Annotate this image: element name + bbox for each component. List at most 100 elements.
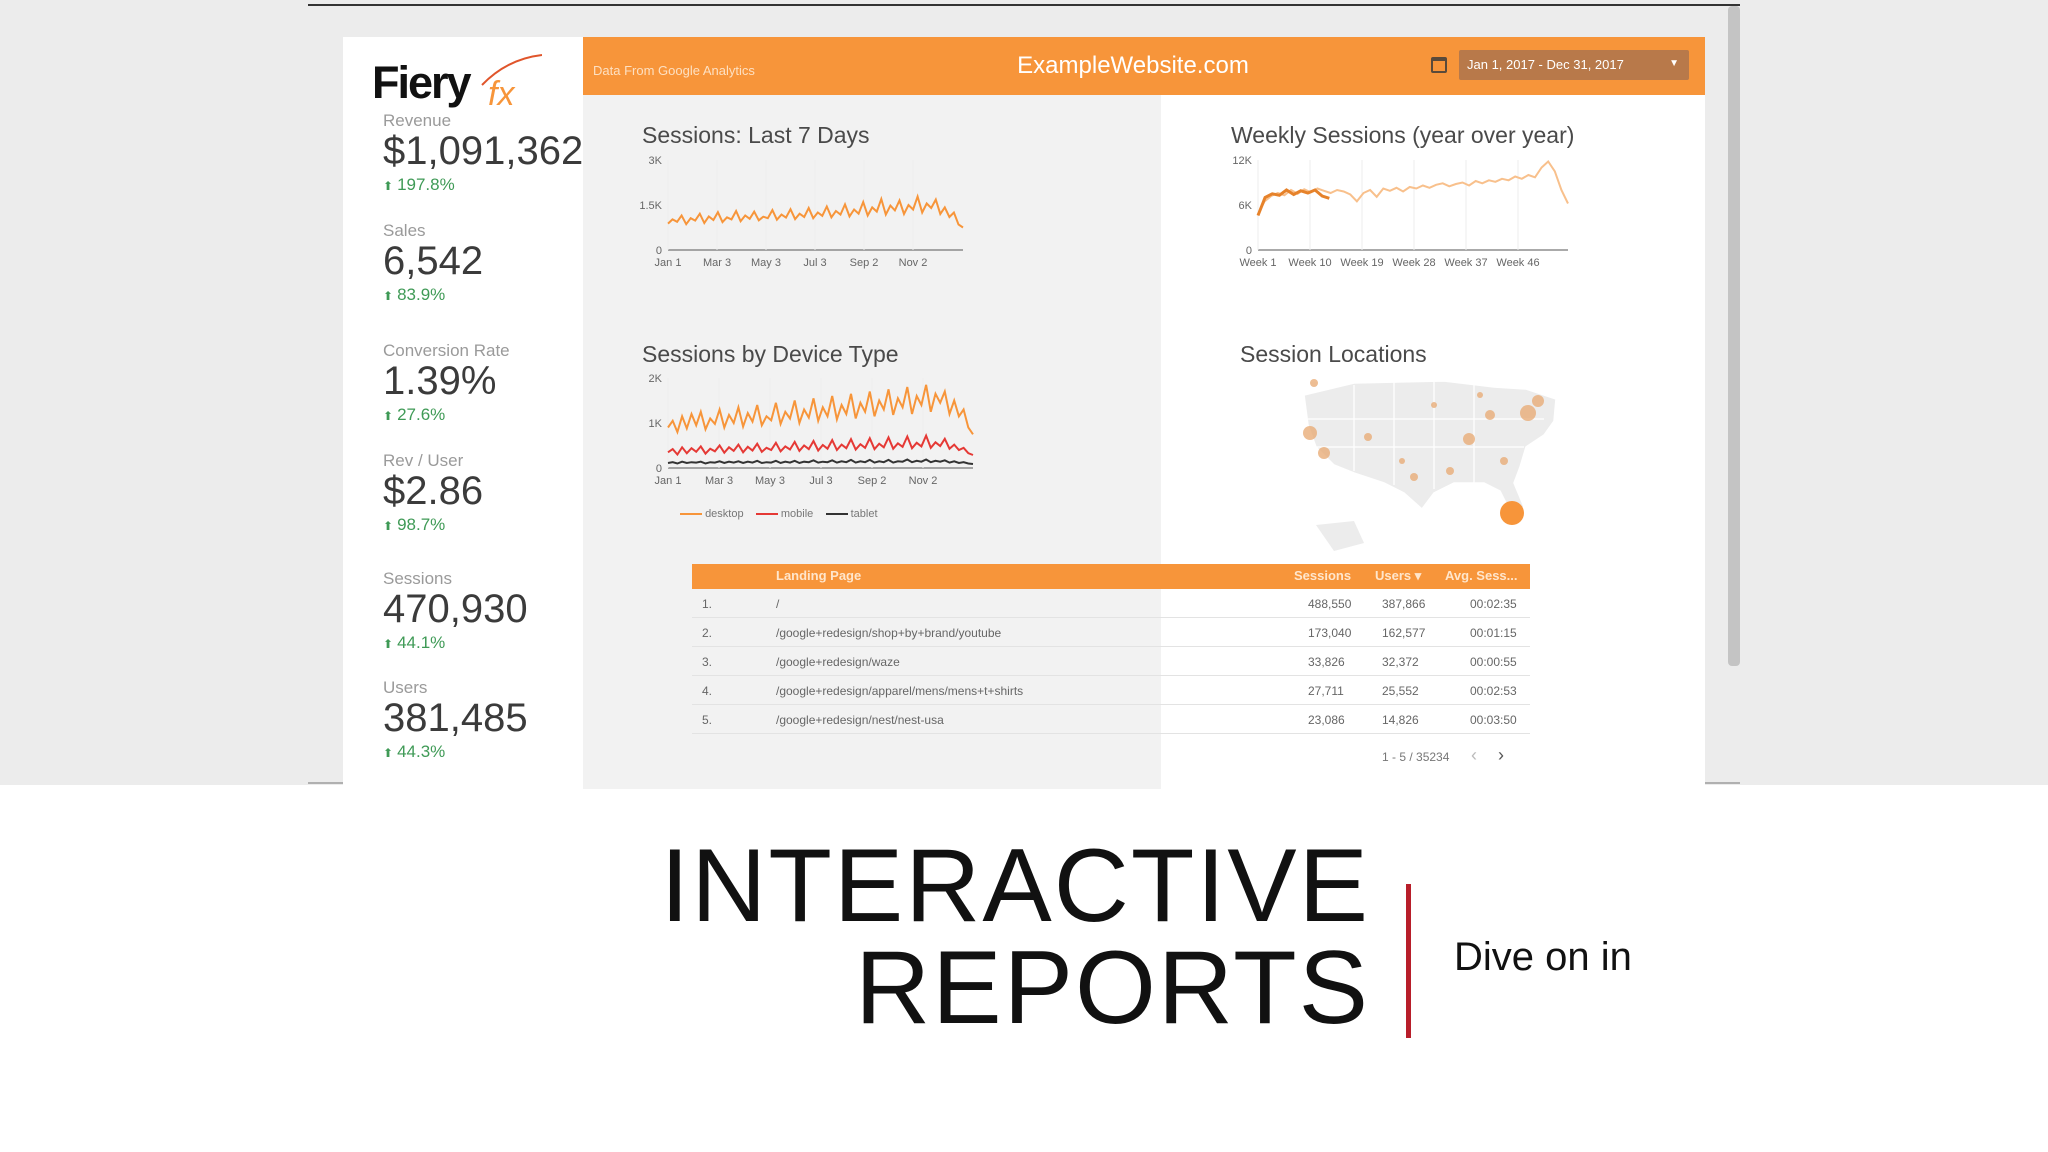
row-sessions: 488,550 [1308,597,1352,611]
chart-title-sessions-7-days: Sessions: Last 7 Days [642,122,870,148]
row-users: 387,866 [1382,597,1426,611]
x-tick-label: Mar 3 [703,257,731,269]
y-tick-label: 1.5K [639,200,662,212]
location-marker-large[interactable] [1500,501,1524,525]
legend-item-mobile[interactable]: mobile [755,508,813,520]
kpi-conversion-rate[interactable]: Conversion Rate 1.39% ⬆ 27.6% [383,342,583,427]
column-header-sessions[interactable]: Sessions [1294,568,1352,583]
up-arrow-icon: ⬆ [383,289,394,303]
table-row[interactable]: 1. / 488,550 387,866 00:02:35 [692,589,1530,618]
up-arrow-icon: ⬆ [383,519,394,533]
table-row[interactable]: 3. /google+redesign/waze 33,826 32,372 0… [692,647,1530,676]
legend-item-tablet[interactable]: tablet [825,508,878,520]
kpi-label: Revenue [383,111,452,130]
x-tick-label: Jan 1 [655,257,682,269]
row-users: 14,826 [1382,713,1419,727]
table-row[interactable]: 5. /google+redesign/nest/nest-usa 23,086… [692,705,1530,734]
series-line-series-1[interactable] [1256,188,1330,217]
row-page: / [776,597,780,611]
y-tick-label: 0 [1246,245,1252,257]
series-line-series-0[interactable] [667,193,964,229]
date-range-value: Jan 1, 2017 - Dec 31, 2017 [1467,57,1624,72]
row-users: 32,372 [1382,655,1419,669]
dashboard-header: Data From Google Analytics ExampleWebsit… [583,37,1705,95]
column-header-landing-page[interactable]: Landing Page [776,568,862,583]
kpi-change: ⬆ 98.7% [383,515,446,534]
series-line-mobile[interactable] [667,432,974,457]
row-sessions: 27,711 [1308,684,1344,698]
column-header-avg-session[interactable]: Avg. Sess... [1445,568,1518,583]
kpi-sales[interactable]: Sales 6,542 ⬆ 83.9% [383,222,583,307]
kpi-value: $1,091,362 [383,129,584,173]
sort-arrow-icon: ▾ [1414,568,1422,583]
slide-subtitle: Dive on in [1454,935,1632,979]
row-avg-duration: 00:02:35 [1470,597,1517,611]
window-top-edge [308,4,1740,6]
session-locations-map[interactable] [1294,375,1624,575]
row-avg-duration: 00:01:15 [1470,626,1517,640]
column-header-users[interactable]: Users ▾ [1375,568,1422,583]
row-users: 162,577 [1382,626,1426,640]
kpi-revenue[interactable]: Revenue $1,091,362 ⬆ 197.8% [383,112,583,197]
scrollbar[interactable] [1728,6,1740,666]
kpi-sessions[interactable]: Sessions 470,930 ⬆ 44.1% [383,570,583,655]
up-arrow-icon: ⬆ [383,179,394,193]
x-tick-label: Nov 2 [909,475,938,487]
fieryfx-logo: Fiery fx [372,47,542,117]
chevron-left-icon[interactable]: ‹ [1471,745,1477,765]
series-line-desktop[interactable] [667,384,974,435]
analytics-dashboard: Fiery fx Revenue $1,091,362 ⬆ 197.8% Sale… [343,37,1705,789]
x-tick-label: May 3 [751,257,781,269]
up-arrow-icon: ⬆ [383,746,394,760]
x-tick-label: Sep 2 [850,257,879,269]
calendar-icon[interactable] [1431,57,1447,73]
legend-item-desktop[interactable]: desktop [680,508,744,520]
chevron-right-icon[interactable]: › [1498,745,1504,765]
date-range-picker[interactable]: Jan 1, 2017 - Dec 31, 2017 ▼ [1459,50,1689,80]
y-tick-label: 1K [649,418,663,430]
kpi-rev-per-user[interactable]: Rev / User $2.86 ⬆ 98.7% [383,452,583,537]
logo-swoosh-icon: fx [481,54,542,113]
x-tick-label: Week 10 [1288,257,1331,269]
kpi-change: ⬆ 27.6% [383,405,446,424]
kpi-value: 6,542 [383,239,484,283]
chart-title-device-type: Sessions by Device Type [642,341,899,367]
series-line-series-0[interactable] [1257,159,1569,215]
row-avg-duration: 00:02:53 [1470,684,1517,698]
kpi-value: 470,930 [383,587,528,631]
y-tick-label: 0 [656,463,662,475]
slide-title-line2: REPORTS [855,930,1370,1046]
state-borders [1308,381,1544,489]
row-avg-duration: 00:00:55 [1470,655,1517,669]
row-sessions: 33,826 [1308,655,1345,669]
row-avg-duration: 00:03:50 [1470,713,1517,727]
map-title: Session Locations [1240,341,1427,367]
chart-title-weekly-sessions: Weekly Sessions (year over year) [1231,122,1575,148]
kpi-label: Conversion Rate [383,341,510,360]
row-index: 3. [702,655,713,669]
chart-legend: desktop mobile tablet [680,508,878,520]
table-row[interactable]: 2. /google+redesign/shop+by+brand/youtub… [692,618,1530,647]
series-line-tablet[interactable] [667,458,974,465]
row-index: 1. [702,597,713,611]
kpi-change: ⬆ 197.8% [383,175,455,194]
row-index: 2. [702,626,713,640]
x-tick-label: Week 37 [1444,257,1487,269]
kpi-change: ⬆ 44.1% [383,633,446,652]
location-markers [1303,379,1544,481]
pagination-label: 1 - 5 / 35234 [1382,750,1450,764]
kpi-value: 381,485 [383,696,528,740]
table-row[interactable]: 4. /google+redesign/apparel/mens/mens+t+… [692,676,1530,705]
kpi-change: ⬆ 83.9% [383,285,446,304]
row-page: /google+redesign/waze [776,655,900,669]
kpi-value: $2.86 [383,469,484,513]
kpi-label: Sessions [383,569,452,588]
chevron-down-icon: ▼ [1669,58,1679,69]
data-source-note: Data From Google Analytics [593,63,755,78]
kpi-users[interactable]: Users 381,485 ⬆ 44.3% [383,679,583,764]
title-divider [1406,884,1411,1038]
table-header: Landing Page Sessions Users ▾ Avg. Sess.… [692,564,1530,589]
